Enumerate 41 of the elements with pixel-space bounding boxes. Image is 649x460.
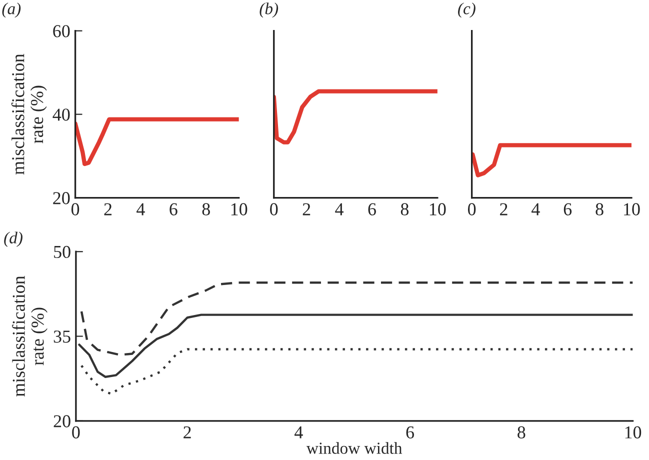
x-tick-label: 6 <box>170 203 178 216</box>
line-series <box>80 348 633 395</box>
x-tick-label: 4 <box>136 203 145 216</box>
x-tick-label: 2 <box>302 203 310 216</box>
line-series <box>75 117 239 166</box>
y-tick-label: 20 <box>53 192 70 204</box>
x-tick-label: 0 <box>72 426 80 438</box>
x-tick-label: 8 <box>596 203 604 216</box>
y-axis-title: misclassification rate (%) <box>11 54 47 175</box>
x-tick-label: 10 <box>625 426 642 438</box>
chart-title: (b) <box>260 2 278 18</box>
x-tick-label: 8 <box>400 203 409 216</box>
x-tick-label: 2 <box>104 203 112 216</box>
y-tick-label: 60 <box>53 25 70 38</box>
x-tick-label: 8 <box>518 426 526 438</box>
x-tick-label: 0 <box>270 203 278 216</box>
x-tick-label: 6 <box>564 203 572 216</box>
x-tick-label: 0 <box>468 203 476 216</box>
chart-title: (c) <box>458 2 476 18</box>
x-tick-label: 4 <box>294 426 303 438</box>
x-tick-label: 8 <box>202 203 210 216</box>
x-tick-label: 0 <box>71 203 80 216</box>
x-tick-label: 10 <box>430 203 446 216</box>
y-tick-label: 35 <box>54 330 70 343</box>
x-axis-title: window width <box>306 442 402 454</box>
x-tick-label: 6 <box>406 426 414 438</box>
y-tick-label: 40 <box>52 108 70 121</box>
x-tick-label: 10 <box>624 203 640 216</box>
line-series <box>78 314 633 378</box>
x-tick-label: 2 <box>500 203 508 216</box>
x-tick-label: 6 <box>368 203 376 216</box>
x-tick-label: 10 <box>231 203 248 216</box>
y-tick-label: 20 <box>54 415 70 428</box>
line-series <box>80 282 633 356</box>
x-tick-label: 4 <box>335 203 344 216</box>
chart-title: (a) <box>2 2 21 18</box>
x-tick-label: 4 <box>532 203 540 216</box>
x-tick-label: 2 <box>184 426 191 438</box>
y-tick-label: 50 <box>54 246 70 258</box>
y-axis-title: misclassification rate (%) <box>12 276 48 397</box>
chart-title: (d) <box>4 232 22 247</box>
